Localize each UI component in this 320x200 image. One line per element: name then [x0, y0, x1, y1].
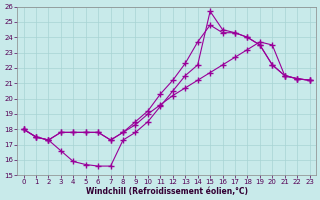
- X-axis label: Windchill (Refroidissement éolien,°C): Windchill (Refroidissement éolien,°C): [85, 187, 248, 196]
